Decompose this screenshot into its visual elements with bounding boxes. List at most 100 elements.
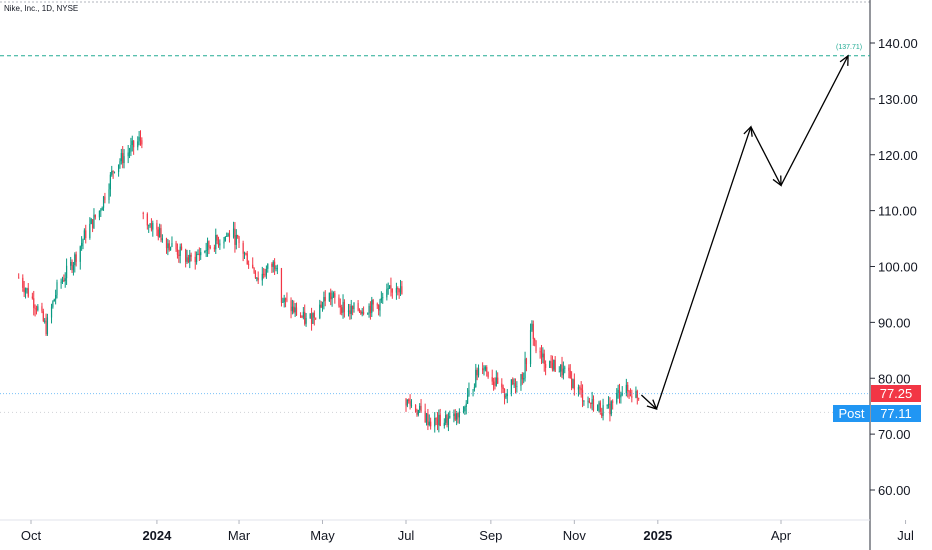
candle-body (178, 254, 180, 256)
candle-body (510, 379, 512, 393)
candle-body (113, 171, 116, 173)
candle-body (357, 302, 359, 311)
candle-body (313, 312, 315, 318)
y-tick-label: 130.00 (878, 92, 918, 107)
candle-body (161, 238, 163, 241)
x-tick-label: 2024 (142, 528, 172, 543)
candle-body (492, 381, 495, 386)
candle-body (382, 297, 384, 299)
candle-body (56, 282, 58, 296)
candle-body (638, 397, 640, 399)
candle-body (379, 300, 381, 311)
candle-body (227, 233, 229, 237)
candle-body (206, 241, 209, 251)
candle-body (591, 399, 593, 405)
candle-body (350, 305, 352, 314)
candle-body (549, 361, 551, 368)
projection-segment[interactable] (750, 126, 782, 186)
candle-body (449, 416, 451, 418)
candle-body (397, 287, 399, 290)
candle-body (119, 161, 121, 165)
candle-body (89, 223, 91, 238)
candle-body (141, 140, 143, 145)
projection-segment[interactable] (780, 55, 849, 186)
candle-body (127, 152, 129, 157)
candle-body (491, 377, 493, 382)
y-tick-label: 60.00 (878, 483, 911, 498)
candle-body (205, 250, 207, 252)
candle-body (22, 277, 24, 288)
candle-body (130, 144, 132, 152)
projection-arrowhead (839, 54, 849, 66)
candle-body (265, 268, 268, 276)
candle-body (64, 278, 66, 282)
candle-body (606, 405, 608, 406)
candle-body (362, 311, 365, 315)
candle-body (46, 317, 49, 335)
candle-body (631, 396, 633, 398)
candle-body (430, 421, 432, 427)
candle-body (196, 254, 198, 263)
x-tick-label: Oct (21, 528, 42, 543)
candle-body (339, 305, 341, 308)
candle-body (609, 403, 611, 415)
candle-body (52, 301, 54, 307)
candle-body (100, 210, 102, 212)
projection-segment[interactable] (640, 394, 657, 410)
candle-body (194, 256, 196, 263)
candle-body (501, 383, 503, 388)
candle-body (139, 137, 142, 141)
price-levels (0, 55, 870, 413)
candle-body (226, 236, 228, 237)
candle-body (180, 246, 183, 250)
candle-body (497, 377, 499, 384)
candle-body (529, 330, 532, 365)
candle-body (150, 223, 153, 230)
candle-body (190, 254, 192, 257)
candle-body (416, 411, 418, 415)
candle-body (176, 249, 179, 255)
candle-body (564, 367, 566, 369)
candle-body (587, 400, 589, 402)
candle-body (343, 301, 346, 313)
candle-body (248, 264, 250, 266)
candle-body (612, 401, 614, 403)
candle-body (312, 312, 314, 324)
candle-body (367, 313, 369, 315)
candle-body (23, 287, 25, 293)
candle-body (616, 393, 618, 403)
candle-body (399, 286, 402, 293)
candle-body (257, 277, 259, 281)
candle-body (347, 310, 350, 313)
candle-body (573, 379, 575, 390)
price-axis[interactable]: 60.00 70.00 80.00 90.00 100.00 110.00 120.00 13… (870, 36, 918, 498)
candle-body (561, 364, 563, 376)
candle-body (342, 301, 344, 313)
candle-body (601, 413, 603, 416)
candle-body (323, 297, 325, 302)
y-tick-label: 90.00 (878, 315, 911, 330)
candle-body (171, 243, 173, 247)
candle-body (302, 311, 304, 318)
projection-segment[interactable] (655, 126, 752, 410)
projection-path[interactable] (640, 54, 849, 410)
candle-body (200, 252, 202, 256)
candle-body (435, 418, 437, 420)
candle-body (427, 413, 429, 426)
candle-body (304, 311, 306, 324)
candle-body (131, 140, 133, 145)
candle-body (487, 371, 489, 378)
candle-body (101, 207, 103, 211)
time-axis[interactable]: Oct 2024 Mar May Jul Sep Nov 2025 Apr Jul (21, 520, 914, 543)
candle-body (117, 164, 120, 172)
candle-body (81, 242, 83, 247)
candle-body (237, 234, 239, 237)
candle-body (376, 304, 378, 306)
candle-body (253, 267, 255, 273)
candle-body (243, 252, 246, 254)
candle-body (128, 151, 131, 153)
candle-body (167, 243, 169, 249)
candle-body (521, 374, 523, 380)
candle-body (242, 243, 244, 254)
